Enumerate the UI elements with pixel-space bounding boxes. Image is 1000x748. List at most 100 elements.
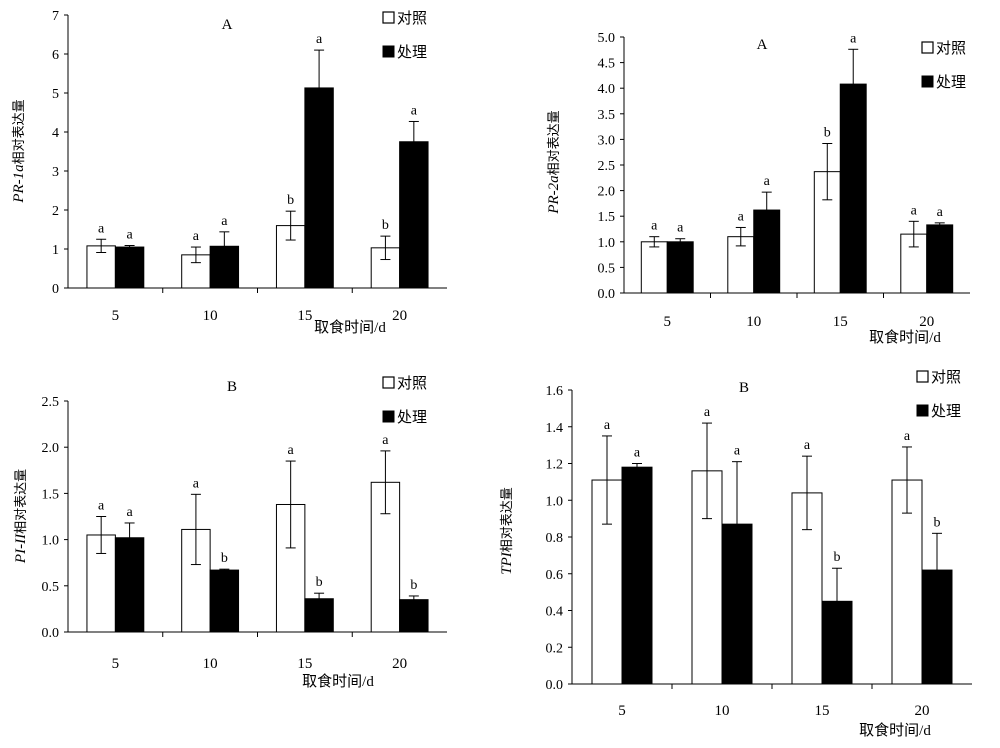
significance-letter: a <box>193 476 200 491</box>
significance-letter: a <box>804 438 811 453</box>
significance-letter: a <box>677 221 684 236</box>
significance-letter: a <box>604 418 611 433</box>
significance-letter: a <box>850 31 857 46</box>
y-tick-label: 2.5 <box>42 395 60 410</box>
chart-panel-2: 0.0 0.5 1.0 1.5 2.0 2.5 3.0 3.5 4.0 4.5 5.0 5 a a 10 a a… <box>546 31 970 346</box>
y-tick-label: 0.4 <box>546 605 564 620</box>
significance-letter: a <box>98 221 105 236</box>
y-tick-label: 3 <box>52 165 59 180</box>
y-axis-gene-name: PR-1a <box>11 164 27 203</box>
bar-treatment <box>926 224 954 294</box>
y-tick-label: 0.0 <box>42 626 60 641</box>
x-tick-label: 10 <box>715 703 730 719</box>
panel-label: A <box>222 17 233 33</box>
y-tick-label: 0.5 <box>598 261 616 276</box>
panel-label: A <box>757 37 768 53</box>
legend-label-treatment: 处理 <box>931 403 961 420</box>
significance-letter: a <box>98 499 105 514</box>
significance-letter: b <box>382 218 389 233</box>
y-tick-label: 0.8 <box>546 531 564 546</box>
x-tick-label: 5 <box>664 314 672 330</box>
bar-control <box>891 479 923 685</box>
x-tick-label: 15 <box>297 308 312 324</box>
legend-label-control: 对照 <box>397 10 427 27</box>
bar-treatment <box>114 537 145 633</box>
y-tick-label: 0.2 <box>546 641 564 656</box>
bar-treatment <box>666 241 694 294</box>
x-tick-label: 5 <box>618 703 626 719</box>
significance-letter: a <box>634 446 641 461</box>
legend-label-treatment: 处理 <box>936 74 966 91</box>
panel-label: B <box>739 380 749 396</box>
legend-swatch-control <box>921 41 934 54</box>
x-tick-label: 5 <box>112 308 120 324</box>
significance-letter: a <box>764 174 771 189</box>
y-tick-label: 2 <box>52 204 59 219</box>
significance-letter: a <box>221 214 228 229</box>
y-tick-label: 1.5 <box>598 210 616 225</box>
significance-letter: b <box>824 125 831 140</box>
y-tick-label: 1.6 <box>546 384 564 399</box>
y-axis-label-suffix: 相对表达量 <box>14 469 29 534</box>
legend-swatch-control <box>916 370 929 383</box>
y-tick-label: 1.0 <box>546 494 564 509</box>
x-axis-label: 取食时间/d <box>302 673 374 690</box>
y-tick-label: 5 <box>52 87 59 102</box>
x-tick-label: 15 <box>833 314 848 330</box>
x-axis-label: 取食时间/d <box>869 329 941 346</box>
y-axis-label: TPI相对表达量 <box>499 487 515 575</box>
legend-swatch-control <box>382 376 395 389</box>
y-tick-label: 0.5 <box>42 580 60 595</box>
significance-letter: b <box>221 551 228 566</box>
y-tick-label: 7 <box>52 9 59 24</box>
legend-label-control: 对照 <box>397 375 427 392</box>
y-tick-label: 1.0 <box>42 534 60 549</box>
significance-letter: b <box>834 550 841 565</box>
significance-letter: a <box>651 219 658 234</box>
y-axis-label: PR-2a相对表达量 <box>546 110 562 214</box>
legend-swatch-treatment <box>382 45 395 58</box>
legend-swatch-control <box>382 11 395 24</box>
y-tick-label: 0.0 <box>546 678 564 693</box>
y-tick-label: 1 <box>52 243 59 258</box>
panel-label: B <box>227 379 237 395</box>
bar-treatment <box>209 245 240 289</box>
x-tick-label: 10 <box>203 656 218 672</box>
bar-treatment <box>399 599 429 633</box>
significance-letter: a <box>316 32 323 47</box>
y-tick-label: 1.4 <box>546 421 564 436</box>
y-tick-label: 4.0 <box>598 82 616 97</box>
x-tick-label: 10 <box>203 308 218 324</box>
y-tick-label: 6 <box>52 48 59 63</box>
x-tick-label: 5 <box>112 656 120 672</box>
bar-treatment <box>114 246 145 289</box>
x-tick-label: 20 <box>392 308 407 324</box>
x-axis-label: 取食时间/d <box>859 722 931 739</box>
y-tick-label: 0 <box>52 282 59 297</box>
legend-label-treatment: 处理 <box>397 44 427 61</box>
x-tick-label: 20 <box>919 314 934 330</box>
significance-letter: b <box>316 575 323 590</box>
y-tick-label: 0.6 <box>546 568 564 583</box>
x-tick-label: 20 <box>392 656 407 672</box>
y-axis-label-suffix: 相对表达量 <box>12 99 27 164</box>
y-axis-gene-name: PI-II <box>13 533 29 564</box>
y-tick-label: 2.5 <box>598 159 616 174</box>
legend-swatch-treatment <box>382 410 395 423</box>
chart-panel-3: 0.0 0.5 1.0 1.5 2.0 2.5 5 a a 10 a b 15 a b 20 a b B 对照处理取食… <box>13 375 447 690</box>
significance-letter: b <box>934 515 941 530</box>
legend-swatch-treatment <box>921 75 934 88</box>
y-axis-label: PR-1a相对表达量 <box>11 99 27 203</box>
significance-letter: a <box>382 433 389 448</box>
y-tick-label: 1.2 <box>546 458 564 473</box>
significance-letter: a <box>911 203 918 218</box>
x-tick-label: 20 <box>915 703 930 719</box>
y-axis-label-suffix: 相对表达量 <box>547 110 562 175</box>
bar-treatment <box>209 569 240 633</box>
chart-panel-4: 0.0 0.2 0.4 0.6 0.8 1.0 1.2 1.4 1.6 5 a a 10 a a 15 a b 20… <box>499 369 972 739</box>
significance-letter: b <box>410 578 417 593</box>
significance-letter: a <box>704 405 711 420</box>
bar-treatment <box>621 466 653 685</box>
y-tick-label: 3.5 <box>598 108 616 123</box>
